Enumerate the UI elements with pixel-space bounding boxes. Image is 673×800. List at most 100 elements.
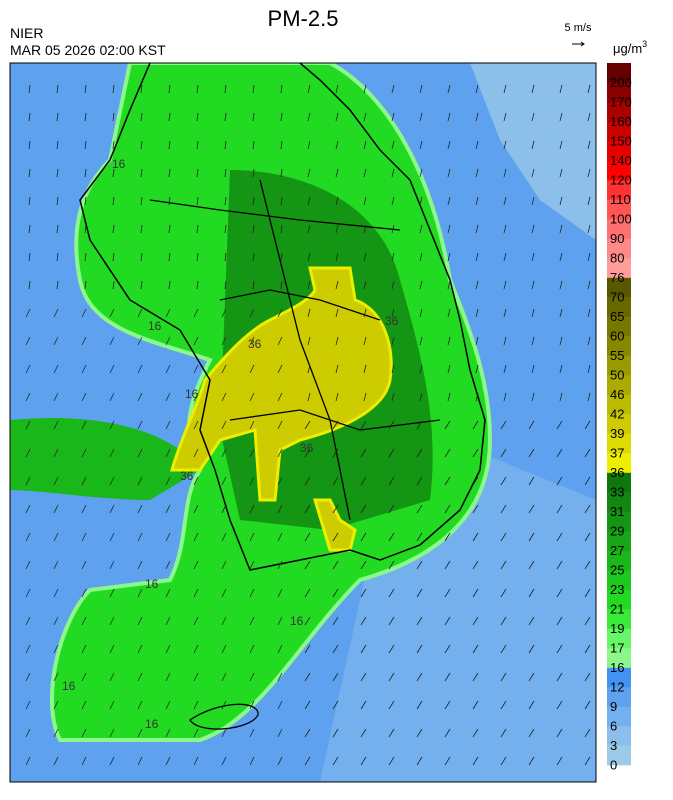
wind-vector — [416, 420, 423, 430]
wind-vectors — [25, 84, 591, 766]
wind-vector — [25, 756, 31, 766]
wind-vector — [363, 196, 367, 206]
wind-vector — [503, 224, 507, 234]
color-band — [607, 180, 631, 200]
wind-vector — [193, 448, 199, 458]
wind-vector — [109, 644, 115, 654]
wind-vector — [193, 672, 199, 682]
wind-vector — [53, 756, 59, 766]
wind-vector — [277, 308, 283, 318]
wind-vector — [140, 252, 143, 262]
wind-vector — [556, 672, 563, 682]
wind-vector — [249, 420, 255, 430]
wind-vector — [559, 168, 563, 178]
wind-vector — [419, 392, 423, 402]
wind-vector — [559, 308, 563, 318]
wind-vector — [84, 196, 87, 206]
wind-vector — [277, 336, 283, 346]
wind-vector — [307, 224, 311, 234]
wind-vector — [587, 168, 591, 178]
wind-vector — [332, 672, 339, 682]
wind-vector — [584, 560, 591, 570]
wind-vector — [249, 756, 255, 766]
contour-label: 36 — [248, 337, 262, 351]
wind-vector — [53, 700, 59, 710]
wind-vector — [528, 420, 535, 430]
wind-vector — [363, 364, 367, 374]
wind-vector — [332, 476, 339, 486]
wind-vector — [277, 728, 283, 738]
wind-vector — [584, 504, 591, 514]
wind-vector — [475, 364, 479, 374]
wind-vector — [221, 420, 227, 430]
wind-vector — [475, 224, 479, 234]
wind-vector — [503, 280, 507, 290]
wind-vector — [221, 448, 227, 458]
datetime: MAR 05 2026 02:00 KST — [10, 42, 166, 58]
wind-vector — [304, 672, 311, 682]
wind-vector — [559, 336, 563, 346]
wind-vector — [335, 392, 339, 402]
wind-vector — [528, 504, 535, 514]
wind-vector — [307, 140, 311, 150]
wind-vector — [56, 224, 59, 234]
colorbar-label: 17 — [610, 641, 624, 656]
clean-field — [470, 63, 596, 240]
wind-vector — [252, 84, 255, 94]
wind-vector — [528, 700, 535, 710]
wind-vector — [221, 588, 227, 598]
wind-vector — [388, 532, 395, 542]
contour-label: 16 — [290, 614, 304, 628]
colorbar-label: 21 — [610, 602, 624, 617]
wind-vector — [559, 140, 563, 150]
wind-vector — [53, 672, 59, 682]
wind-vector — [531, 252, 535, 262]
wind-vector — [307, 252, 311, 262]
wind-vector — [112, 84, 115, 94]
wind-vector — [447, 280, 451, 290]
wind-vector — [416, 700, 423, 710]
wind-vector — [556, 728, 563, 738]
wind-vector — [53, 504, 59, 514]
wind-vector — [224, 140, 227, 150]
wind-vector — [109, 756, 115, 766]
unit: μg/m3 — [613, 39, 647, 56]
wind-vector — [249, 448, 255, 458]
wind-vector — [500, 644, 507, 654]
wind-vector — [53, 364, 59, 374]
wind-vector — [53, 728, 59, 738]
wind-vector — [81, 672, 87, 682]
wind-vector — [137, 448, 143, 458]
wind-vector — [304, 588, 311, 598]
color-band — [607, 648, 631, 668]
wind-vector — [531, 84, 535, 94]
wind-vector — [363, 280, 367, 290]
wind-vector — [81, 728, 87, 738]
color-band — [607, 355, 631, 376]
wind-vector — [25, 420, 31, 430]
wind-vector — [559, 280, 563, 290]
wind-scale-label: 5 m/s — [565, 22, 592, 34]
wind-vector — [56, 280, 59, 290]
wind-vector — [587, 308, 591, 318]
wind-vector — [500, 588, 507, 598]
wind-vector — [81, 476, 87, 486]
wind-vector — [109, 336, 115, 346]
wind-vector — [137, 476, 143, 486]
wind-vector — [503, 140, 507, 150]
wind-vector — [53, 308, 59, 318]
color-band — [607, 745, 631, 766]
wind-vector — [416, 476, 423, 486]
wind-vector — [500, 616, 507, 626]
colorbar-label: 9 — [610, 699, 617, 714]
wind-vector — [531, 224, 535, 234]
colorbar-label: 36 — [610, 465, 624, 480]
wind-vector — [556, 616, 563, 626]
wind-vector — [25, 308, 31, 318]
wind-vector — [472, 616, 479, 626]
wind-vector — [165, 616, 171, 626]
wind-vector — [196, 140, 199, 150]
wind-vector — [25, 644, 31, 654]
wind-vector — [193, 532, 199, 542]
wind-vector — [252, 196, 255, 206]
